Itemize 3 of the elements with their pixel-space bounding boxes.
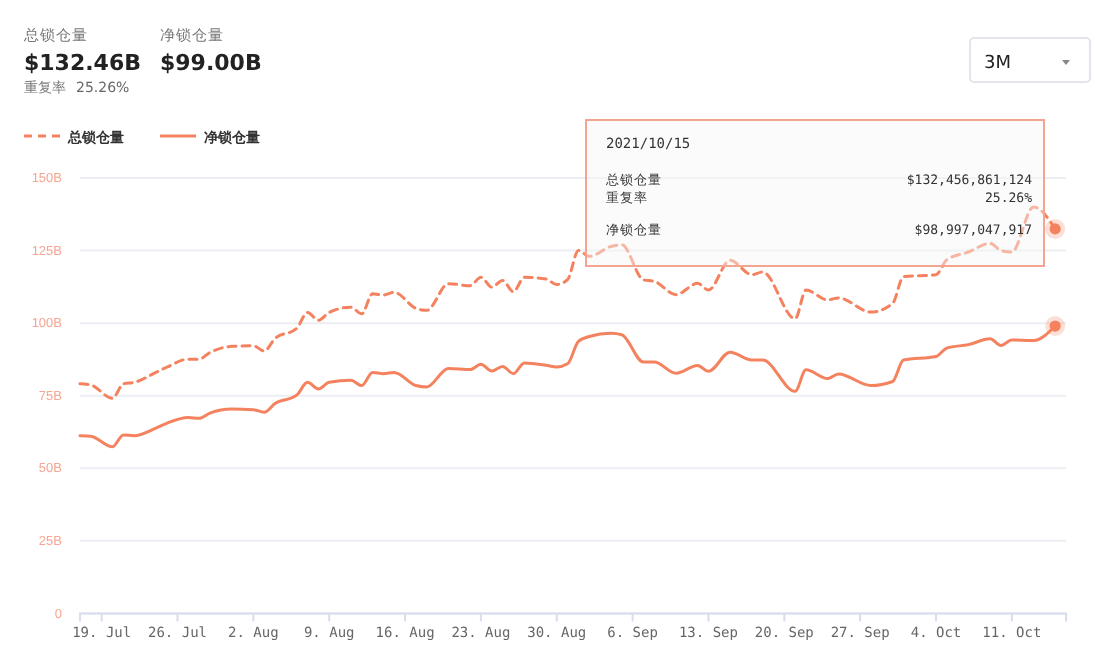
text: $132.46B [24,50,141,76]
text: 3M [984,54,1011,74]
text: $99.00B [160,50,262,76]
